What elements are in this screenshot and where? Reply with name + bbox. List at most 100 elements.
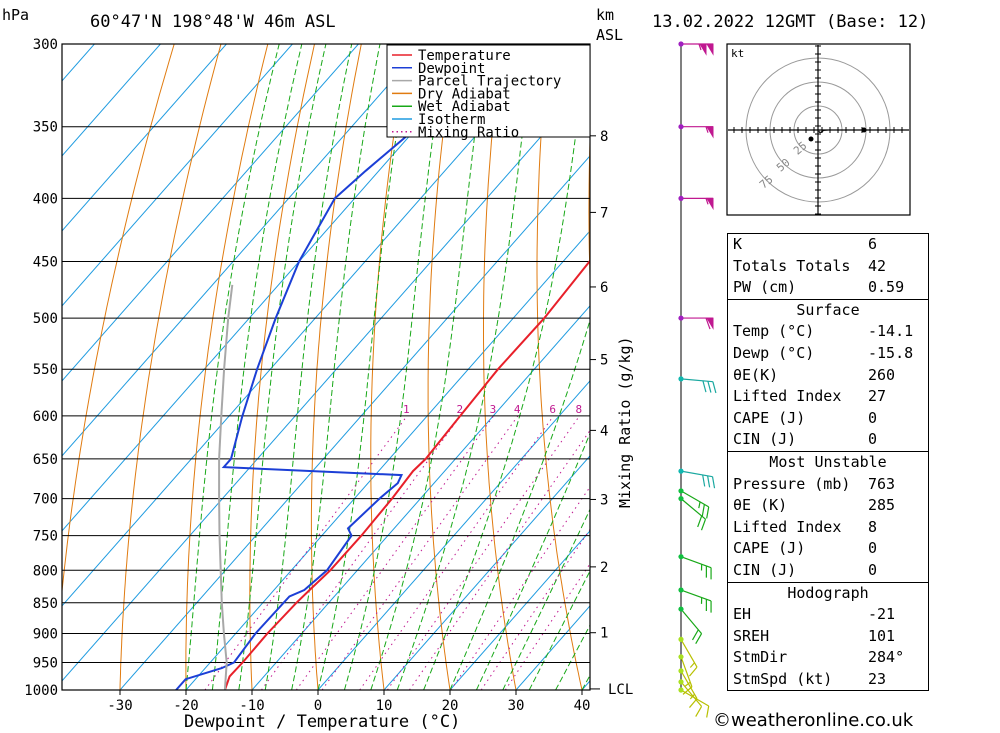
wind-barb	[678, 468, 716, 489]
index-label: Lifted Index	[733, 387, 842, 406]
storm-motion-marker	[808, 136, 814, 142]
mixing-ratio-line	[408, 429, 590, 690]
height-unit-km: km	[596, 6, 614, 24]
dewpoint-line	[174, 44, 458, 690]
wet-adiabat	[291, 44, 381, 690]
axes: 3003504004505005506006507007508008509009…	[24, 37, 633, 714]
isotherm	[62, 44, 426, 457]
wet-adiabat	[423, 44, 588, 690]
index-row: CAPE (J) 0	[728, 408, 928, 430]
legend-label: Dewpoint	[418, 61, 485, 77]
x-axis-title: Dewpoint / Temperature (°C)	[184, 712, 460, 732]
height-tick-label: 7	[600, 205, 608, 221]
wet-adiabat	[317, 44, 412, 690]
index-value: 260	[868, 365, 896, 384]
temperature-line	[223, 259, 590, 690]
isotherm	[383, 455, 590, 690]
datetime-title: 13.02.2022 12GMT (Base: 12)	[652, 12, 928, 32]
temperature-tick-label: 20	[442, 698, 459, 714]
wet-adiabat	[528, 569, 590, 690]
temperature-tick-label: 30	[508, 698, 525, 714]
legend-label: Dry Adiabat	[418, 86, 511, 102]
index-row: θE (K) 285	[728, 495, 928, 517]
index-value: 0	[868, 430, 878, 449]
wet-adiabat	[502, 508, 590, 690]
wind-barb	[678, 554, 712, 580]
legend-label: Temperature	[418, 48, 511, 64]
legend-label: Mixing Ratio	[418, 125, 519, 141]
temperature-tick-label: 40	[574, 698, 591, 714]
index-label: Dewp (°C)	[733, 343, 815, 362]
hodograph-indices: EH -21 SREH 101 StmDir 284° StmSpd (kt) 23	[728, 604, 928, 690]
dry-adiabat	[62, 44, 175, 597]
credit-link[interactable]: ©weatheronline.co.uk	[713, 710, 914, 731]
index-label: CAPE (J)	[733, 539, 806, 558]
temperature-tick-label: 0	[314, 698, 322, 714]
pressure-tick-label: 400	[33, 191, 58, 207]
top-indices: K 6 Totals Totals 42 PW (cm) 0.59	[728, 234, 928, 299]
index-label: EH	[733, 605, 752, 624]
index-value: 0	[868, 539, 878, 558]
wind-barbs	[678, 41, 717, 718]
index-row: CAPE (J) 0	[728, 538, 928, 560]
isotherm	[62, 44, 96, 82]
mixing-ratio-label: 20	[664, 403, 677, 416]
pressure-tick-label: 850	[33, 596, 58, 612]
index-label: SREH	[733, 626, 770, 645]
plot-frame	[61, 43, 591, 691]
index-value: 8	[868, 517, 878, 536]
index-value: 0.59	[868, 278, 905, 297]
isotherm	[251, 305, 590, 690]
wind-barb	[678, 376, 717, 394]
index-row: Lifted Index 27	[728, 386, 928, 408]
wet-adiabat	[449, 318, 590, 690]
index-value: 101	[868, 626, 896, 645]
index-row: θE(K) 260	[728, 365, 928, 387]
mixing-ratio-line	[321, 415, 519, 690]
wet-adiabat	[264, 44, 353, 690]
indices-panel: K 6 Totals Totals 42 PW (cm) 0.59 Surface Tem…	[727, 233, 929, 692]
hodograph-end-marker	[861, 127, 867, 133]
pressure-tick-label: 950	[33, 655, 58, 671]
wind-barb	[678, 654, 693, 695]
index-value: 763	[868, 474, 896, 493]
index-row: SREH 101	[728, 626, 928, 648]
index-label: CIN (J)	[733, 430, 797, 449]
mixing-ratio-line	[504, 562, 590, 690]
dry-adiabat	[588, 126, 590, 291]
pressure-unit: hPa	[2, 6, 29, 24]
parcel-trajectory-line	[218, 284, 234, 690]
wind-barb	[678, 195, 714, 211]
index-row: CIN (J) 0	[728, 560, 928, 582]
dry-adiabat	[536, 44, 583, 690]
dry-adiabat	[370, 44, 409, 690]
pressure-tick-label: 450	[33, 255, 58, 271]
pressure-tick-label: 500	[33, 311, 58, 327]
isotherm	[449, 530, 590, 690]
index-value: 284°	[868, 648, 905, 667]
mixing-ratio-label: 4	[514, 403, 521, 416]
wet-adiabat	[211, 44, 303, 690]
index-row: CIN (J) 0	[728, 429, 928, 451]
pressure-tick-label: 300	[33, 37, 58, 53]
mixing-ratio-line	[480, 528, 590, 690]
wind-barb	[678, 687, 710, 718]
height-tick-label: 1	[600, 626, 608, 642]
temperature-tick-label: -30	[107, 698, 132, 714]
index-label: PW (cm)	[733, 278, 797, 297]
wet-adiabat	[343, 44, 448, 690]
wind-barb	[678, 315, 714, 330]
index-label: Temp (°C)	[733, 322, 815, 341]
wind-barb	[678, 488, 710, 519]
legend-box	[386, 44, 591, 138]
wind-barb	[678, 636, 698, 677]
pressure-tick-label: 650	[33, 452, 58, 468]
index-row: Pressure (mb) 763	[728, 474, 928, 496]
index-value: -14.1	[868, 322, 914, 341]
height-tick-label: 3	[600, 492, 608, 508]
height-tick-label: 2	[600, 560, 608, 576]
